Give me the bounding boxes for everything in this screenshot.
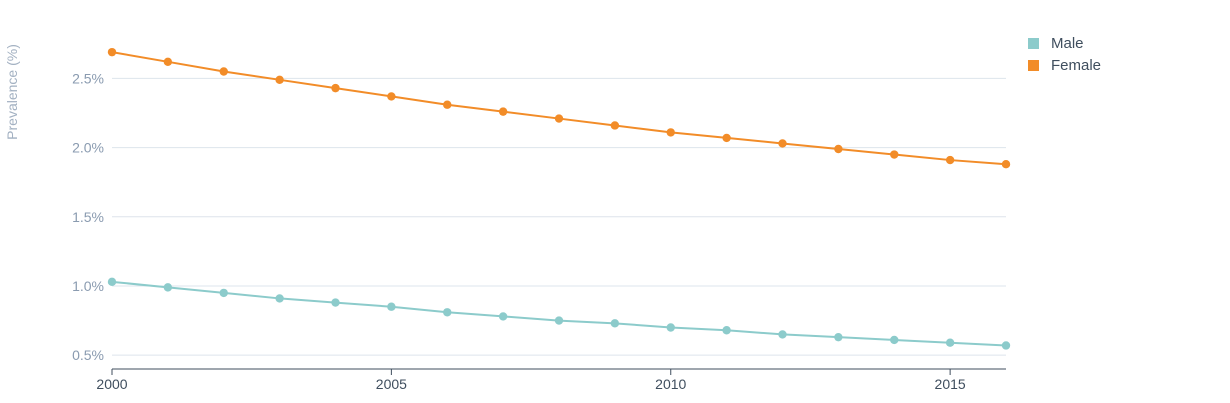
legend-swatch bbox=[1028, 38, 1039, 49]
data-point-female[interactable] bbox=[275, 75, 284, 85]
y-axis-label: Prevalence (%) bbox=[4, 44, 20, 140]
x-tick-label: 2015 bbox=[935, 376, 966, 392]
data-point-female[interactable] bbox=[498, 107, 508, 116]
data-point-male[interactable] bbox=[1001, 341, 1011, 350]
gridlines bbox=[112, 77, 1006, 356]
data-point-male[interactable] bbox=[722, 326, 731, 335]
series-line-male bbox=[111, 280, 1007, 347]
data-point-female[interactable] bbox=[443, 100, 452, 109]
data-point-male[interactable] bbox=[107, 277, 117, 287]
data-point-male[interactable] bbox=[443, 308, 452, 317]
data-point-female[interactable] bbox=[1001, 160, 1011, 169]
series-layer bbox=[107, 47, 1011, 350]
data-point-female[interactable] bbox=[722, 133, 731, 143]
series-male bbox=[107, 277, 1011, 350]
y-tick-label: 2.0% bbox=[72, 140, 104, 156]
x-axis-ticks: 2000 2005 2010 2015 bbox=[96, 369, 966, 392]
legend-label: Male bbox=[1051, 35, 1084, 52]
x-tick-label: 2010 bbox=[655, 376, 686, 392]
y-axis-ticks: 0.5% 1.0% 1.5% 2.0% 2.5% bbox=[72, 70, 104, 363]
data-point-female[interactable] bbox=[107, 47, 117, 57]
y-tick-label: 1.0% bbox=[72, 278, 104, 294]
legend-swatch bbox=[1028, 60, 1039, 71]
data-point-male[interactable] bbox=[387, 302, 396, 311]
data-point-male[interactable] bbox=[834, 332, 843, 342]
data-point-male[interactable] bbox=[275, 294, 284, 303]
y-tick-label: 1.5% bbox=[72, 209, 104, 225]
y-tick-label: 0.5% bbox=[72, 347, 104, 363]
legend-item-female[interactable]: Female bbox=[1028, 57, 1101, 74]
data-point-female[interactable] bbox=[778, 139, 787, 148]
data-point-female[interactable] bbox=[554, 114, 564, 123]
data-point-female[interactable] bbox=[331, 83, 340, 93]
series-female bbox=[107, 47, 1011, 169]
data-point-male[interactable] bbox=[331, 298, 340, 307]
data-point-female[interactable] bbox=[219, 67, 228, 76]
data-point-male[interactable] bbox=[890, 335, 899, 345]
data-point-male[interactable] bbox=[554, 316, 564, 325]
data-point-female[interactable] bbox=[890, 150, 899, 159]
data-point-female[interactable] bbox=[666, 128, 675, 137]
data-point-male[interactable] bbox=[163, 283, 173, 292]
legend-label: Female bbox=[1051, 57, 1101, 74]
x-tick-label: 2005 bbox=[376, 376, 407, 392]
data-point-female[interactable] bbox=[387, 92, 396, 101]
data-point-male[interactable] bbox=[778, 330, 787, 339]
data-point-male[interactable] bbox=[666, 323, 675, 332]
data-point-male[interactable] bbox=[610, 319, 620, 328]
data-point-female[interactable] bbox=[834, 144, 843, 154]
data-point-female[interactable] bbox=[610, 121, 620, 130]
data-point-female[interactable] bbox=[945, 155, 955, 165]
legend[interactable]: Male Female bbox=[1028, 35, 1101, 74]
data-point-male[interactable] bbox=[945, 338, 955, 347]
data-point-male[interactable] bbox=[498, 312, 508, 321]
data-point-male[interactable] bbox=[219, 288, 228, 298]
data-point-female[interactable] bbox=[163, 57, 173, 67]
y-tick-label: 2.5% bbox=[72, 70, 104, 86]
legend-item-male[interactable]: Male bbox=[1028, 35, 1084, 52]
x-tick-label: 2000 bbox=[96, 376, 127, 392]
